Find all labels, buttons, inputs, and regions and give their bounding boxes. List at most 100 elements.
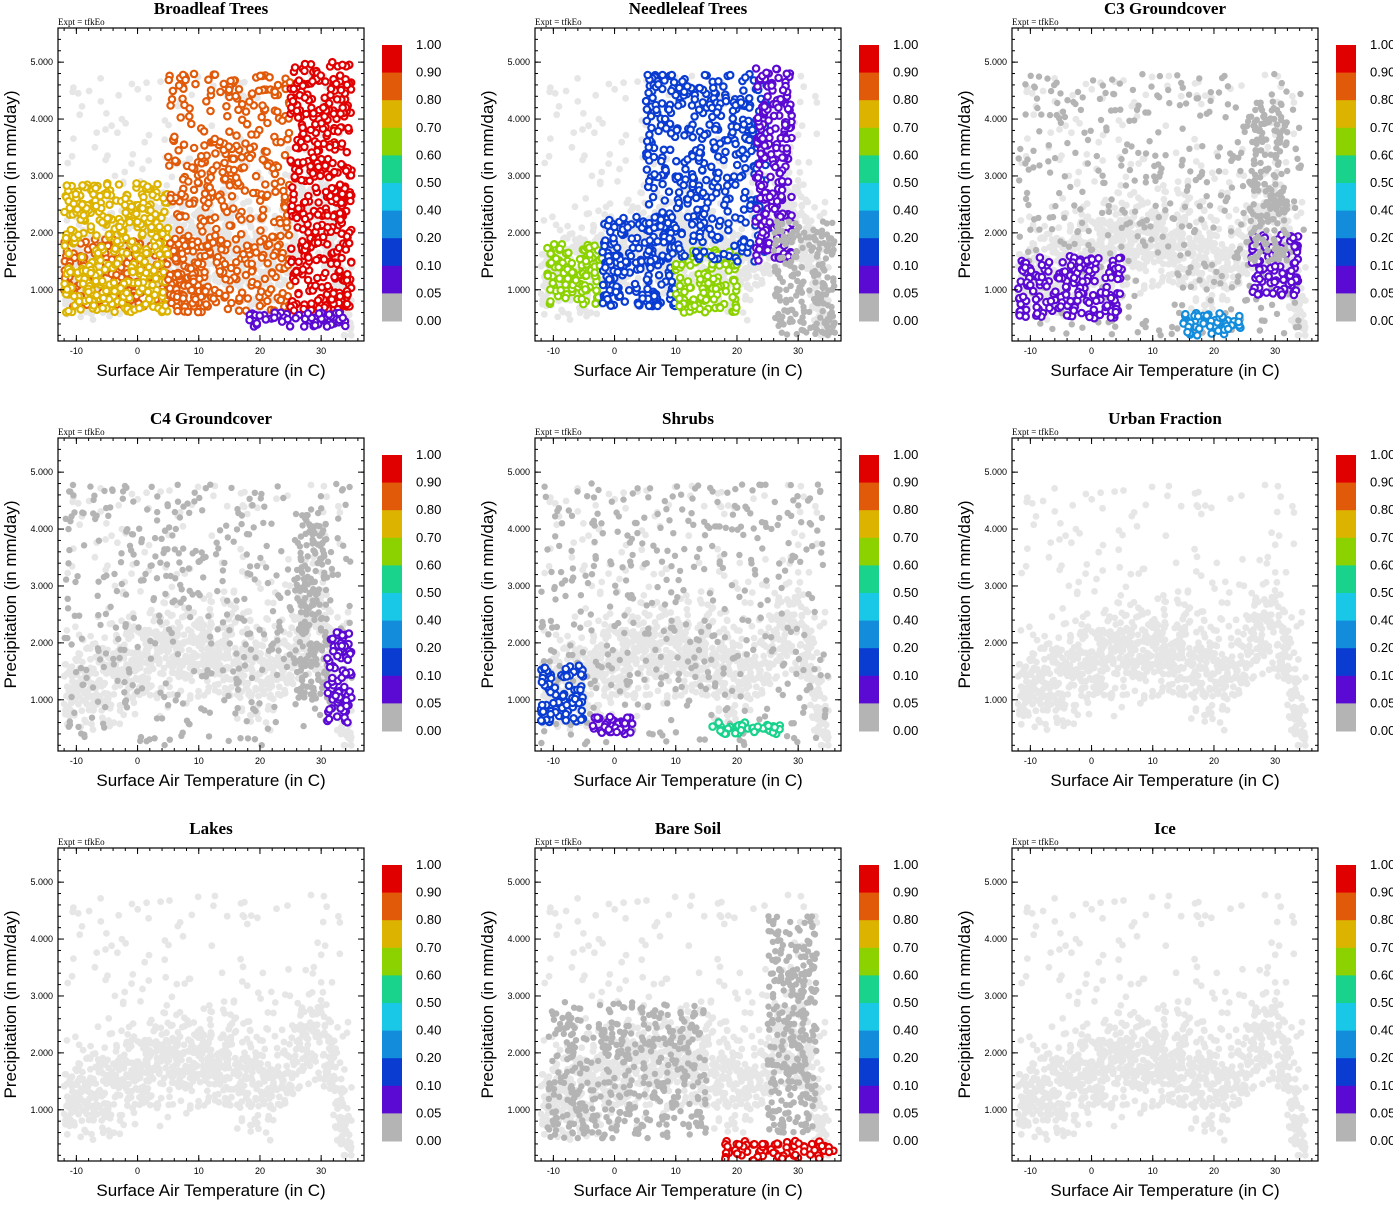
data-point — [152, 243, 158, 249]
data-point — [270, 253, 276, 259]
background-point — [795, 131, 802, 138]
data-point — [198, 170, 204, 176]
background-point — [188, 92, 195, 99]
data-point — [339, 191, 345, 197]
data-point — [266, 241, 272, 247]
data-point — [178, 114, 184, 120]
data-point — [203, 301, 209, 307]
data-point — [772, 164, 778, 170]
background-point — [115, 92, 122, 99]
data-point — [318, 72, 324, 78]
data-point — [278, 297, 284, 303]
data-point — [723, 288, 729, 294]
data-point — [295, 114, 301, 120]
data-point — [347, 198, 353, 204]
data-point — [798, 299, 804, 305]
data-point — [600, 300, 606, 306]
data-point — [257, 198, 263, 204]
data-point — [305, 277, 311, 283]
data-point — [823, 255, 829, 261]
data-point — [136, 305, 142, 311]
data-point — [727, 72, 733, 78]
data-point — [64, 286, 70, 292]
data-point — [346, 240, 352, 246]
background-point — [620, 79, 627, 86]
background-point — [585, 122, 592, 129]
data-point — [294, 215, 300, 221]
data-point — [344, 301, 350, 307]
background-point — [638, 190, 645, 197]
background-point — [822, 199, 829, 206]
data-point — [315, 211, 321, 217]
data-point — [545, 273, 551, 279]
colorbar-swatch — [382, 293, 402, 321]
data-point — [64, 182, 70, 188]
data-point — [71, 293, 77, 299]
data-point — [689, 102, 695, 108]
data-point — [557, 246, 563, 252]
data-point — [780, 321, 786, 327]
data-point — [222, 176, 228, 182]
data-point — [301, 68, 307, 74]
colorbar-label: 0.90 — [416, 65, 441, 80]
data-point — [102, 266, 108, 272]
data-point — [97, 257, 103, 263]
data-point — [207, 108, 213, 114]
data-point — [189, 287, 195, 293]
data-point — [759, 135, 765, 141]
background-point — [570, 129, 577, 136]
data-point — [313, 257, 319, 263]
data-point — [134, 219, 140, 225]
data-point — [314, 275, 320, 281]
data-point — [167, 195, 173, 201]
data-point — [704, 199, 710, 205]
data-point — [644, 106, 650, 112]
data-point — [582, 286, 588, 292]
data-point — [669, 214, 675, 220]
data-point — [287, 323, 293, 329]
data-point — [245, 295, 251, 301]
data-point — [755, 115, 761, 121]
data-point — [188, 121, 194, 127]
data-point — [806, 287, 812, 293]
data-point — [771, 113, 777, 119]
background-point — [738, 226, 745, 233]
data-point — [85, 289, 91, 295]
data-point — [777, 170, 783, 176]
data-point — [277, 233, 283, 239]
data-point — [732, 141, 738, 147]
data-point — [202, 191, 208, 197]
data-point — [787, 316, 793, 322]
background-point — [606, 151, 613, 158]
data-point — [625, 224, 631, 230]
data-point — [732, 182, 738, 188]
data-point — [198, 153, 204, 159]
background-point — [103, 110, 110, 117]
data-point — [701, 132, 707, 138]
background-point — [557, 227, 564, 234]
data-point — [156, 224, 162, 230]
background-point — [597, 180, 604, 187]
data-point — [264, 120, 270, 126]
background-point — [744, 284, 751, 291]
data-point — [724, 137, 730, 143]
data-point — [684, 83, 690, 89]
data-point — [555, 264, 561, 270]
data-point — [650, 194, 656, 200]
data-point — [711, 296, 717, 302]
data-point — [283, 219, 289, 225]
data-point — [687, 127, 693, 133]
background-point — [134, 86, 141, 93]
data-point — [114, 260, 120, 266]
background-point — [549, 213, 556, 220]
data-point — [305, 254, 311, 260]
data-point — [324, 241, 330, 247]
data-point — [565, 250, 571, 256]
data-point — [260, 213, 266, 219]
background-point — [143, 79, 150, 86]
background-point — [129, 151, 136, 158]
data-point — [772, 206, 778, 212]
data-point — [608, 303, 614, 309]
